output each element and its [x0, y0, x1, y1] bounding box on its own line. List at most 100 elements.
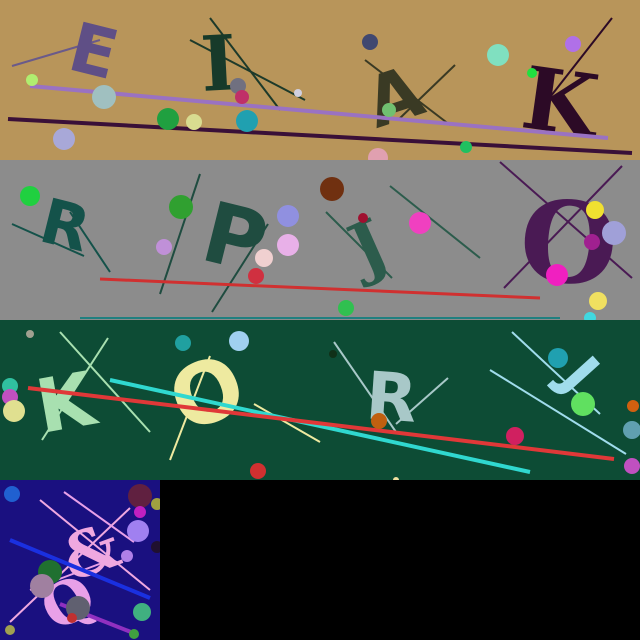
noise-dot [2, 378, 18, 394]
noise-line [539, 17, 613, 111]
noise-dot [393, 477, 399, 480]
noise-dot [294, 89, 302, 97]
noise-dot [121, 550, 133, 562]
noise-line [211, 223, 269, 313]
noise-line [503, 165, 623, 289]
noise-dot [627, 400, 639, 412]
noise-dot [409, 212, 431, 234]
noise-line [9, 538, 151, 600]
noise-dot [134, 506, 146, 518]
captcha-1-canvas: E I A K [7, 8, 633, 160]
noise-dot [623, 421, 640, 439]
noise-line [189, 39, 306, 101]
noise-line [29, 84, 609, 140]
captcha-3-canvas: K O R J [2, 330, 640, 480]
noise-dot [565, 36, 581, 52]
captcha-2-canvas: R P J O [11, 161, 633, 320]
captcha-2-letter-1: R [33, 184, 97, 266]
noise-dot [277, 205, 299, 227]
noise-dot [127, 520, 149, 542]
svg-text:K: K [516, 48, 607, 159]
noise-dot [53, 128, 75, 150]
noise-dot [30, 574, 54, 598]
noise-line [11, 223, 85, 257]
noise-dot [20, 186, 40, 206]
noise-dot [151, 541, 160, 553]
noise-dot [624, 458, 640, 474]
noise-dot [320, 177, 344, 201]
noise-line [59, 331, 151, 433]
noise-line [41, 337, 109, 441]
noise-dot [548, 348, 568, 368]
noise-dot [527, 68, 537, 78]
noise-dot [156, 239, 172, 255]
captcha-1-letter-3: A [356, 50, 433, 145]
noise-dot [129, 629, 139, 639]
noise-dot [236, 110, 258, 132]
noise-dot [329, 350, 337, 358]
noise-dot [186, 114, 202, 130]
noise-line [325, 211, 393, 279]
noise-line [389, 185, 481, 259]
noise-line [159, 173, 201, 295]
noise-dot [586, 201, 604, 219]
noise-dot [368, 148, 388, 160]
noise-line [69, 211, 111, 273]
captcha-band-3: K O R J [0, 320, 640, 480]
noise-dot [229, 331, 249, 351]
svg-text:E: E [61, 8, 125, 96]
noise-dot [175, 335, 191, 351]
noise-line [11, 39, 101, 67]
noise-dot [460, 141, 472, 153]
noise-dot [133, 603, 151, 621]
noise-dot [362, 34, 378, 50]
noise-dot [277, 234, 299, 256]
noise-line [27, 386, 615, 461]
noise-dot [3, 400, 25, 422]
noise-dot [250, 463, 266, 479]
svg-text:O: O [515, 175, 621, 312]
noise-line [397, 64, 456, 121]
captcha-2-letter-2: P [193, 183, 276, 293]
noise-line [253, 403, 321, 443]
noise-dot [338, 300, 354, 316]
noise-dot [255, 249, 273, 267]
svg-text:P: P [193, 183, 276, 293]
noise-dot [235, 90, 249, 104]
captcha-1-letter-4: K [516, 48, 607, 159]
noise-dot [248, 268, 264, 284]
svg-text:A: A [356, 50, 433, 145]
noise-dot [589, 292, 607, 310]
noise-dot [157, 108, 179, 130]
noise-line [489, 369, 627, 455]
captcha-3-letter-3: R [364, 357, 420, 437]
noise-dot [26, 330, 34, 338]
noise-dot [169, 195, 193, 219]
svg-text:R: R [364, 357, 420, 437]
noise-dot [546, 264, 568, 286]
noise-dot [92, 85, 116, 109]
noise-dot [67, 613, 77, 623]
noise-dot [5, 625, 15, 635]
noise-line [499, 161, 633, 279]
noise-dot [602, 221, 626, 245]
noise-dot [371, 413, 387, 429]
captcha-band-1: E I A K [0, 0, 640, 160]
noise-line [39, 499, 151, 591]
noise-dot [584, 234, 600, 250]
noise-dot [128, 484, 152, 508]
noise-dot [358, 213, 368, 223]
noise-line [99, 277, 541, 300]
noise-line [364, 59, 451, 126]
captcha-band-4: & Q [0, 480, 160, 640]
noise-dot [506, 427, 524, 445]
noise-line [7, 117, 633, 155]
captcha-4-canvas: & Q [4, 484, 160, 640]
svg-text:R: R [33, 184, 97, 266]
noise-line [109, 378, 531, 474]
noise-dot [4, 486, 20, 502]
captcha-1-letter-1: E [61, 8, 125, 96]
noise-dot [487, 44, 509, 66]
noise-line [395, 377, 449, 425]
noise-dot [571, 392, 595, 416]
